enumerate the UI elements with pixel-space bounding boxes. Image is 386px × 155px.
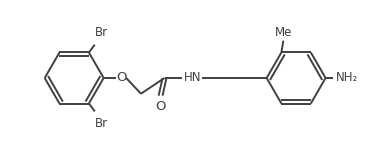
Text: Br: Br — [95, 26, 108, 39]
Text: O: O — [155, 100, 166, 113]
Text: Me: Me — [275, 26, 292, 39]
Text: HN: HN — [184, 71, 201, 84]
Text: Br: Br — [95, 117, 108, 130]
Text: O: O — [116, 71, 127, 84]
Text: NH₂: NH₂ — [335, 71, 358, 84]
